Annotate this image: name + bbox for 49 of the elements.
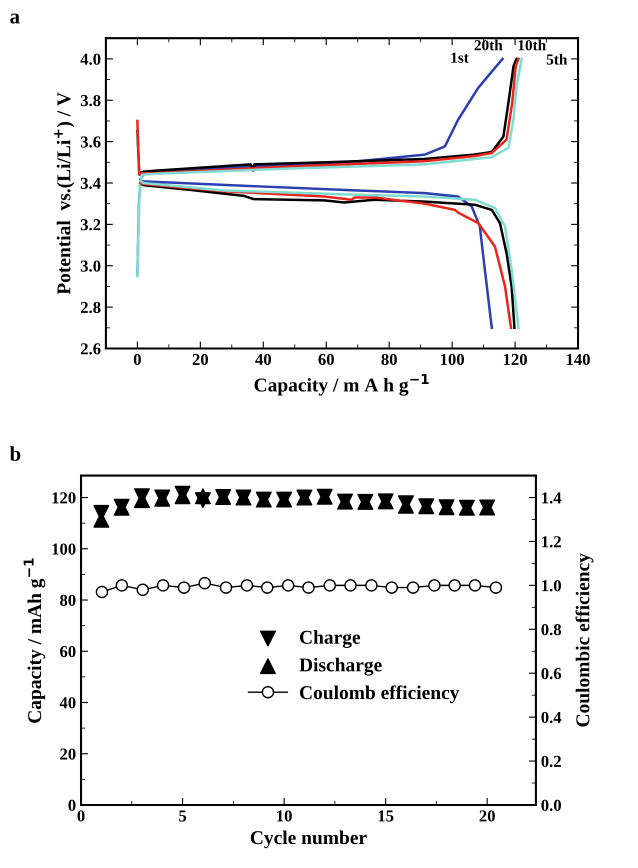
y-axis-title: Capacity / mAh g$^{−1}$: [24, 558, 46, 723]
x-tick-label: 80: [381, 354, 397, 366]
y-tick-label: 40: [60, 697, 76, 708]
y-tick-label: 3.4: [80, 178, 101, 190]
y-tick-label: 60: [60, 646, 76, 658]
x-tick-label: 140: [566, 354, 590, 366]
y-tick-label: 20: [60, 748, 76, 760]
x-tick-label: 0: [134, 354, 141, 366]
y2-tick-label: 0.8: [541, 624, 562, 636]
x-tick-label: 15: [378, 810, 394, 822]
x-axis-title: Cycle number: [250, 830, 367, 848]
x-tick-label: 20: [192, 354, 208, 366]
y2-axis-title: Coulombic efficiency: [576, 553, 594, 727]
y-axis-title: Potential vs.(Li/Li$^{+}$) / V: [54, 92, 74, 294]
chart-title: a: [10, 14, 20, 24]
y2-tick-label: 0.4: [541, 712, 562, 724]
y-tick-label: 120: [52, 492, 76, 504]
x-tick-label: 120: [504, 354, 527, 366]
annotation: 1st: [451, 52, 469, 63]
annotation: 5th: [546, 54, 568, 65]
y2-tick-label: 0.0: [541, 800, 561, 812]
annotation: 10th: [518, 40, 546, 50]
x-tick-label: 10: [277, 810, 292, 822]
x-axis-title: Capacity / m A h g$^{−1}$: [254, 374, 429, 396]
y2-tick-label: 1.2: [542, 536, 561, 548]
y-tick-label: 3.2: [80, 219, 100, 230]
y-tick-label: 100: [52, 543, 76, 555]
y-tick-label: 3.8: [80, 94, 100, 106]
x-tick-label: 5: [179, 810, 186, 822]
y-tick-label: 3.0: [80, 260, 100, 272]
x-tick-label: 100: [440, 354, 464, 366]
y2-tick-label: 0.2: [541, 756, 561, 768]
y-tick-label: 3.6: [80, 136, 101, 148]
y2-tick-label: 1.0: [542, 580, 561, 592]
y-tick-label: 80: [60, 594, 76, 606]
y2-tick-label: 1.4: [542, 492, 562, 504]
x-tick-label: 60: [318, 354, 334, 366]
y2-tick-label: 0.6: [541, 668, 562, 680]
legend-label: Coulomb efficiency: [300, 685, 460, 704]
annotation: 20th: [474, 40, 503, 50]
y-tick-label: 2.6: [80, 343, 101, 355]
legend-label: Charge: [300, 630, 360, 648]
y-tick-label: 4.0: [80, 54, 100, 65]
x-tick-label: 20: [480, 810, 495, 822]
y-tick-label: 0: [68, 800, 76, 811]
legend-label: Discharge: [299, 658, 382, 676]
y-tick-label: 2.8: [80, 302, 100, 314]
x-tick-label: 40: [255, 354, 271, 366]
chart-title: b: [10, 446, 20, 461]
